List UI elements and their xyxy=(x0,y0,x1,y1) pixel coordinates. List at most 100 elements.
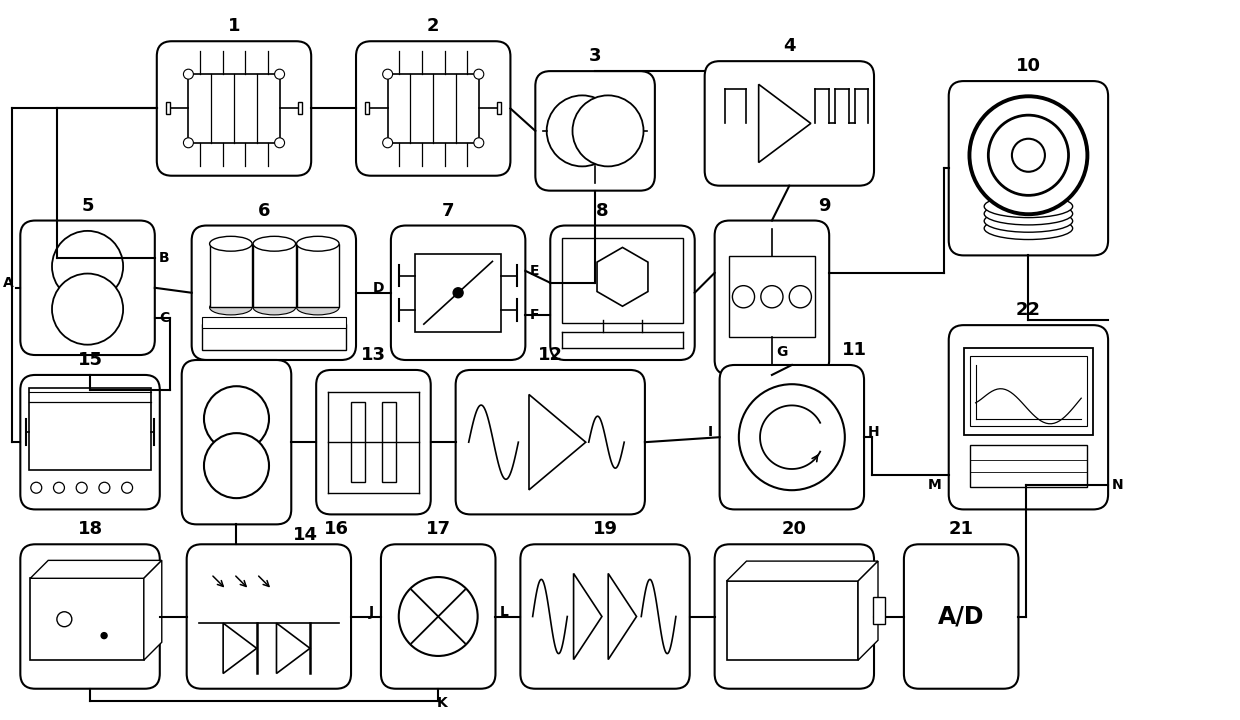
Text: M: M xyxy=(928,477,941,492)
Bar xyxy=(873,597,885,624)
Ellipse shape xyxy=(985,210,1073,233)
FancyBboxPatch shape xyxy=(704,61,874,186)
Text: 20: 20 xyxy=(782,521,807,539)
Text: 1: 1 xyxy=(228,17,241,35)
Bar xyxy=(210,244,252,307)
Bar xyxy=(970,356,1087,426)
Bar xyxy=(30,578,144,660)
FancyBboxPatch shape xyxy=(187,544,351,689)
Polygon shape xyxy=(277,623,310,673)
Text: A/D: A/D xyxy=(937,605,985,629)
Circle shape xyxy=(453,288,463,298)
Text: D: D xyxy=(372,281,384,294)
Text: 15: 15 xyxy=(78,351,103,369)
Ellipse shape xyxy=(985,202,1073,225)
Text: 16: 16 xyxy=(324,521,348,539)
FancyBboxPatch shape xyxy=(714,220,830,375)
Bar xyxy=(497,102,501,114)
Text: 13: 13 xyxy=(361,346,386,364)
Circle shape xyxy=(383,138,393,148)
Ellipse shape xyxy=(253,300,295,315)
Circle shape xyxy=(52,231,123,302)
Bar xyxy=(30,388,151,470)
Polygon shape xyxy=(608,573,636,660)
Circle shape xyxy=(739,384,844,490)
Polygon shape xyxy=(759,84,811,163)
Circle shape xyxy=(203,433,269,498)
FancyBboxPatch shape xyxy=(949,81,1109,256)
Text: 11: 11 xyxy=(842,341,867,359)
Ellipse shape xyxy=(253,236,295,251)
FancyBboxPatch shape xyxy=(20,220,155,355)
Bar xyxy=(202,317,346,328)
Circle shape xyxy=(99,482,110,493)
FancyBboxPatch shape xyxy=(182,360,291,524)
Text: 7: 7 xyxy=(441,202,454,220)
Circle shape xyxy=(761,286,782,308)
Bar xyxy=(166,102,170,114)
FancyBboxPatch shape xyxy=(381,544,496,689)
Text: L: L xyxy=(500,605,508,618)
Circle shape xyxy=(733,286,755,308)
FancyBboxPatch shape xyxy=(20,375,160,510)
FancyBboxPatch shape xyxy=(356,41,511,176)
Circle shape xyxy=(274,138,284,148)
FancyBboxPatch shape xyxy=(714,544,874,689)
Text: N: N xyxy=(1112,477,1123,492)
FancyBboxPatch shape xyxy=(391,225,526,360)
Circle shape xyxy=(988,115,1069,195)
Bar xyxy=(253,244,295,307)
Bar xyxy=(296,244,339,307)
Text: 9: 9 xyxy=(818,197,831,215)
Text: E: E xyxy=(529,264,539,278)
Text: 3: 3 xyxy=(589,47,601,65)
Bar xyxy=(388,74,479,143)
Text: G: G xyxy=(776,345,787,359)
Polygon shape xyxy=(144,560,161,660)
Bar xyxy=(970,445,1086,487)
Circle shape xyxy=(399,577,477,656)
Text: 5: 5 xyxy=(82,197,94,215)
Text: 12: 12 xyxy=(538,346,563,364)
Ellipse shape xyxy=(985,195,1073,217)
Polygon shape xyxy=(727,561,878,581)
Bar xyxy=(202,324,346,350)
Text: H: H xyxy=(868,426,879,439)
FancyBboxPatch shape xyxy=(192,225,356,360)
Circle shape xyxy=(122,482,133,493)
Text: A: A xyxy=(2,276,14,289)
Bar xyxy=(727,581,858,660)
Text: 6: 6 xyxy=(258,202,270,220)
Bar xyxy=(963,348,1094,435)
Circle shape xyxy=(76,482,87,493)
Bar xyxy=(382,402,396,482)
Circle shape xyxy=(52,274,123,345)
FancyBboxPatch shape xyxy=(551,225,694,360)
Circle shape xyxy=(1012,139,1045,172)
FancyBboxPatch shape xyxy=(536,71,655,191)
Ellipse shape xyxy=(296,300,339,315)
Circle shape xyxy=(474,69,484,79)
Circle shape xyxy=(970,96,1087,215)
Text: K: K xyxy=(436,696,448,710)
FancyBboxPatch shape xyxy=(904,544,1018,689)
Circle shape xyxy=(573,95,644,166)
Circle shape xyxy=(547,95,618,166)
FancyBboxPatch shape xyxy=(20,544,160,689)
Circle shape xyxy=(184,138,193,148)
Polygon shape xyxy=(30,560,161,578)
Bar xyxy=(299,102,303,114)
Text: J: J xyxy=(368,605,374,618)
Bar xyxy=(365,102,370,114)
Bar xyxy=(415,253,501,332)
Text: 4: 4 xyxy=(784,37,796,55)
Text: 17: 17 xyxy=(425,521,450,539)
Ellipse shape xyxy=(985,217,1073,240)
Circle shape xyxy=(789,286,811,308)
FancyBboxPatch shape xyxy=(455,370,645,514)
Text: 10: 10 xyxy=(1016,57,1040,75)
Bar xyxy=(351,402,365,482)
Bar xyxy=(562,238,683,323)
Circle shape xyxy=(102,633,107,639)
Polygon shape xyxy=(223,623,257,673)
